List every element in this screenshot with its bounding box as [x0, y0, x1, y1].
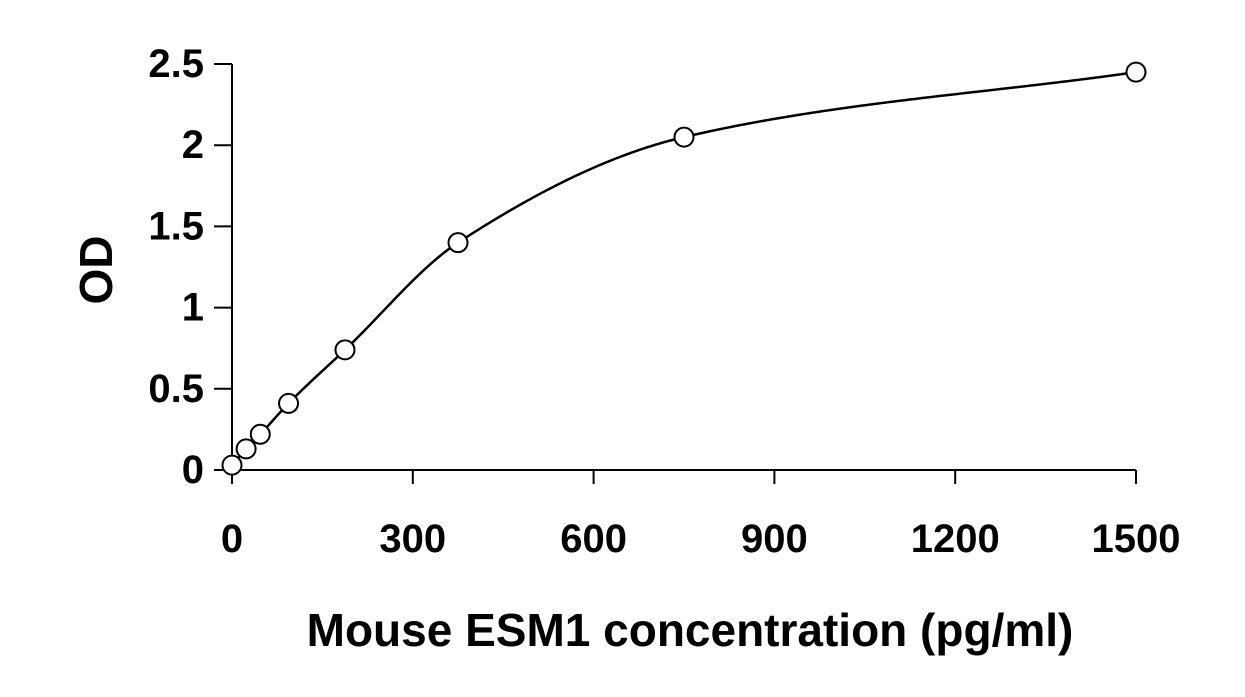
x-axis-ticks: 0 300 600 900 1200 1500: [221, 470, 1181, 561]
x-tick-label: 1500: [1092, 517, 1181, 561]
x-tick-label: 0: [221, 517, 243, 561]
data-point: [1125, 61, 1147, 83]
x-tick-label: 300: [379, 517, 446, 561]
plot-area: 0 0.5 1 1.5 2 2.5 0 300 600 900 1200 1500: [148, 42, 1180, 561]
data-point: [249, 423, 271, 445]
y-tick-label: 0.5: [148, 367, 204, 411]
data-point: [221, 454, 243, 476]
y-tick-label: 2.5: [148, 42, 204, 86]
data-points: [221, 61, 1147, 476]
x-tick-label: 1200: [911, 517, 1000, 561]
y-axis-ticks: 0 0.5 1 1.5 2 2.5: [148, 42, 232, 492]
y-axis-title: OD: [70, 236, 122, 305]
y-tick-label: 0: [182, 448, 204, 492]
y-tick-label: 2: [182, 123, 204, 167]
data-point: [334, 339, 356, 361]
x-tick-label: 900: [741, 517, 808, 561]
data-point: [673, 126, 695, 148]
x-tick-label: 600: [560, 517, 627, 561]
y-tick-label: 1: [182, 286, 204, 330]
data-point: [447, 232, 469, 254]
data-point: [235, 438, 257, 460]
y-tick-label: 1.5: [148, 204, 204, 248]
x-axis-title: Mouse ESM1 concentration (pg/ml): [307, 604, 1074, 656]
data-point: [278, 392, 300, 414]
